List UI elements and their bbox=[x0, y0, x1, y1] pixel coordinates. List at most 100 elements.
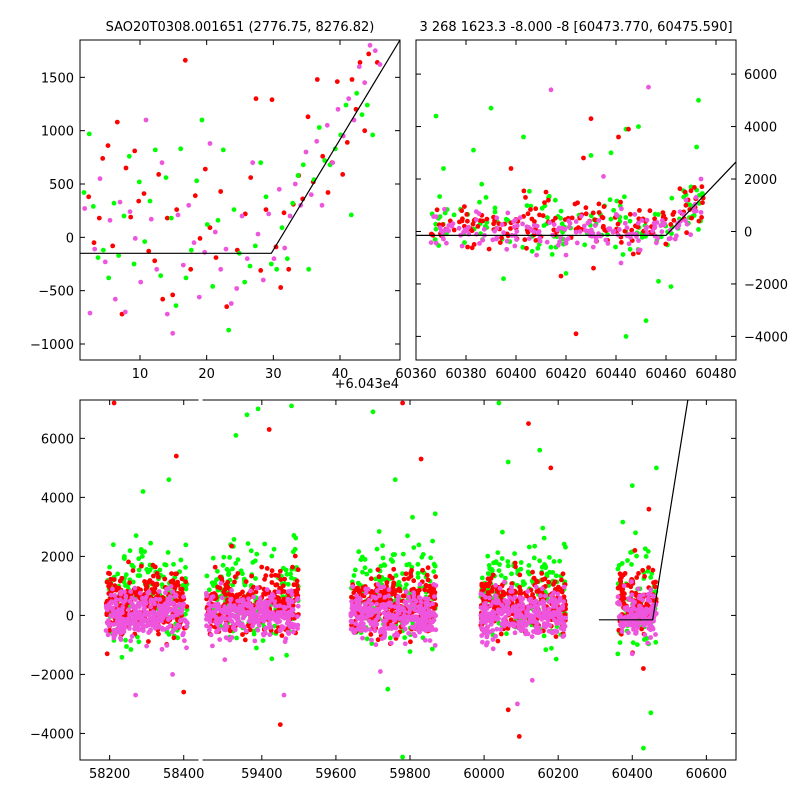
data-point-pink bbox=[614, 213, 620, 219]
data-point-pink bbox=[221, 627, 227, 632]
data-point-pink bbox=[596, 218, 602, 223]
data-point-green bbox=[295, 173, 301, 178]
data-point-red bbox=[650, 567, 656, 573]
data-point-green bbox=[248, 548, 254, 554]
data-point-green bbox=[522, 581, 527, 587]
data-point-green bbox=[238, 568, 244, 574]
data-point-pink bbox=[271, 256, 277, 262]
data-point-green bbox=[348, 212, 354, 218]
data-point-pink bbox=[481, 226, 487, 232]
data-point-pink bbox=[478, 591, 484, 597]
data-point-pink bbox=[622, 220, 628, 226]
data-point-green bbox=[166, 477, 172, 483]
data-point-pink bbox=[259, 617, 265, 623]
data-point-pink bbox=[417, 629, 422, 635]
data-point-pink bbox=[643, 226, 649, 232]
data-point-pink bbox=[573, 229, 579, 235]
data-point-red bbox=[156, 172, 162, 177]
data-point-pink bbox=[257, 605, 263, 611]
data-point-green bbox=[381, 562, 387, 567]
panel-2-model-line bbox=[416, 161, 736, 237]
data-point-pink bbox=[505, 210, 511, 216]
data-point-pink bbox=[252, 638, 258, 644]
data-point-green bbox=[623, 334, 629, 339]
data-point-red bbox=[546, 197, 551, 203]
data-point-red bbox=[349, 77, 355, 82]
data-point-pink bbox=[137, 590, 143, 596]
data-point-red bbox=[224, 304, 230, 310]
data-point-red bbox=[652, 216, 657, 222]
data-point-pink bbox=[138, 279, 144, 285]
data-point-pink bbox=[628, 235, 633, 240]
data-point-pink bbox=[517, 595, 523, 600]
data-point-green bbox=[551, 559, 557, 564]
data-point-red bbox=[130, 568, 136, 573]
data-point-pink bbox=[423, 619, 429, 625]
data-point-pink bbox=[428, 240, 434, 246]
data-point-pink bbox=[482, 602, 487, 608]
data-point-pink bbox=[367, 610, 372, 616]
data-point-red bbox=[151, 582, 157, 587]
y-tick-label: 0 bbox=[66, 231, 74, 246]
y-tick-label: 4000 bbox=[41, 491, 74, 506]
data-point-pink bbox=[132, 236, 138, 241]
data-point-pink bbox=[480, 639, 485, 645]
data-point-pink bbox=[646, 84, 651, 90]
data-point-pink bbox=[267, 621, 272, 626]
data-point-pink bbox=[558, 235, 564, 240]
data-point-green bbox=[171, 561, 176, 567]
data-point-green bbox=[541, 535, 547, 541]
data-point-pink bbox=[525, 589, 531, 594]
data-point-pink bbox=[633, 630, 639, 636]
data-point-red bbox=[151, 590, 157, 595]
data-point-pink bbox=[654, 240, 659, 246]
panel-2-frame bbox=[415, 39, 737, 361]
data-point-red bbox=[107, 627, 112, 633]
data-point-pink bbox=[210, 643, 215, 649]
data-point-pink bbox=[637, 247, 643, 253]
data-point-pink bbox=[492, 598, 498, 604]
data-point-green bbox=[231, 207, 237, 213]
data-point-green bbox=[441, 166, 446, 171]
data-point-red bbox=[618, 586, 624, 592]
data-point-red bbox=[596, 210, 602, 215]
data-point-red bbox=[263, 207, 269, 213]
data-point-pink bbox=[196, 294, 202, 300]
data-point-green bbox=[499, 556, 505, 561]
data-point-pink bbox=[621, 623, 627, 629]
data-point-red bbox=[509, 581, 515, 586]
data-point-pink bbox=[490, 637, 496, 642]
data-point-red bbox=[533, 238, 539, 243]
data-point-green bbox=[588, 153, 594, 158]
data-point-pink bbox=[518, 628, 524, 634]
data-point-pink bbox=[159, 646, 165, 652]
panel-1-title: SAO20T0308.001651 (2776.75, 8276.82) bbox=[106, 20, 375, 35]
data-point-red bbox=[532, 219, 537, 224]
data-point-green bbox=[231, 537, 237, 542]
data-point-red bbox=[362, 128, 368, 134]
data-point-pink bbox=[479, 617, 484, 623]
data-point-pink bbox=[639, 620, 645, 626]
data-point-red bbox=[401, 593, 407, 599]
data-point-pink bbox=[494, 235, 500, 241]
data-point-red bbox=[537, 212, 542, 218]
data-point-green bbox=[279, 225, 285, 231]
data-point-green bbox=[654, 465, 659, 471]
data-point-pink bbox=[626, 241, 632, 247]
data-point-green bbox=[431, 569, 437, 574]
data-point-pink bbox=[235, 598, 241, 604]
data-point-pink bbox=[459, 243, 465, 249]
data-point-pink bbox=[497, 585, 503, 591]
data-point-green bbox=[148, 540, 154, 546]
data-point-red bbox=[522, 237, 528, 243]
data-point-red bbox=[232, 574, 238, 580]
data-point-green bbox=[402, 635, 408, 640]
data-point-pink bbox=[559, 615, 565, 620]
data-point-pink bbox=[441, 236, 446, 242]
panel-2-points bbox=[416, 84, 736, 339]
data-point-pink bbox=[369, 601, 375, 607]
data-point-pink bbox=[128, 638, 134, 644]
data-point-green bbox=[140, 489, 146, 494]
data-point-green bbox=[210, 555, 216, 561]
data-point-pink bbox=[350, 584, 355, 590]
